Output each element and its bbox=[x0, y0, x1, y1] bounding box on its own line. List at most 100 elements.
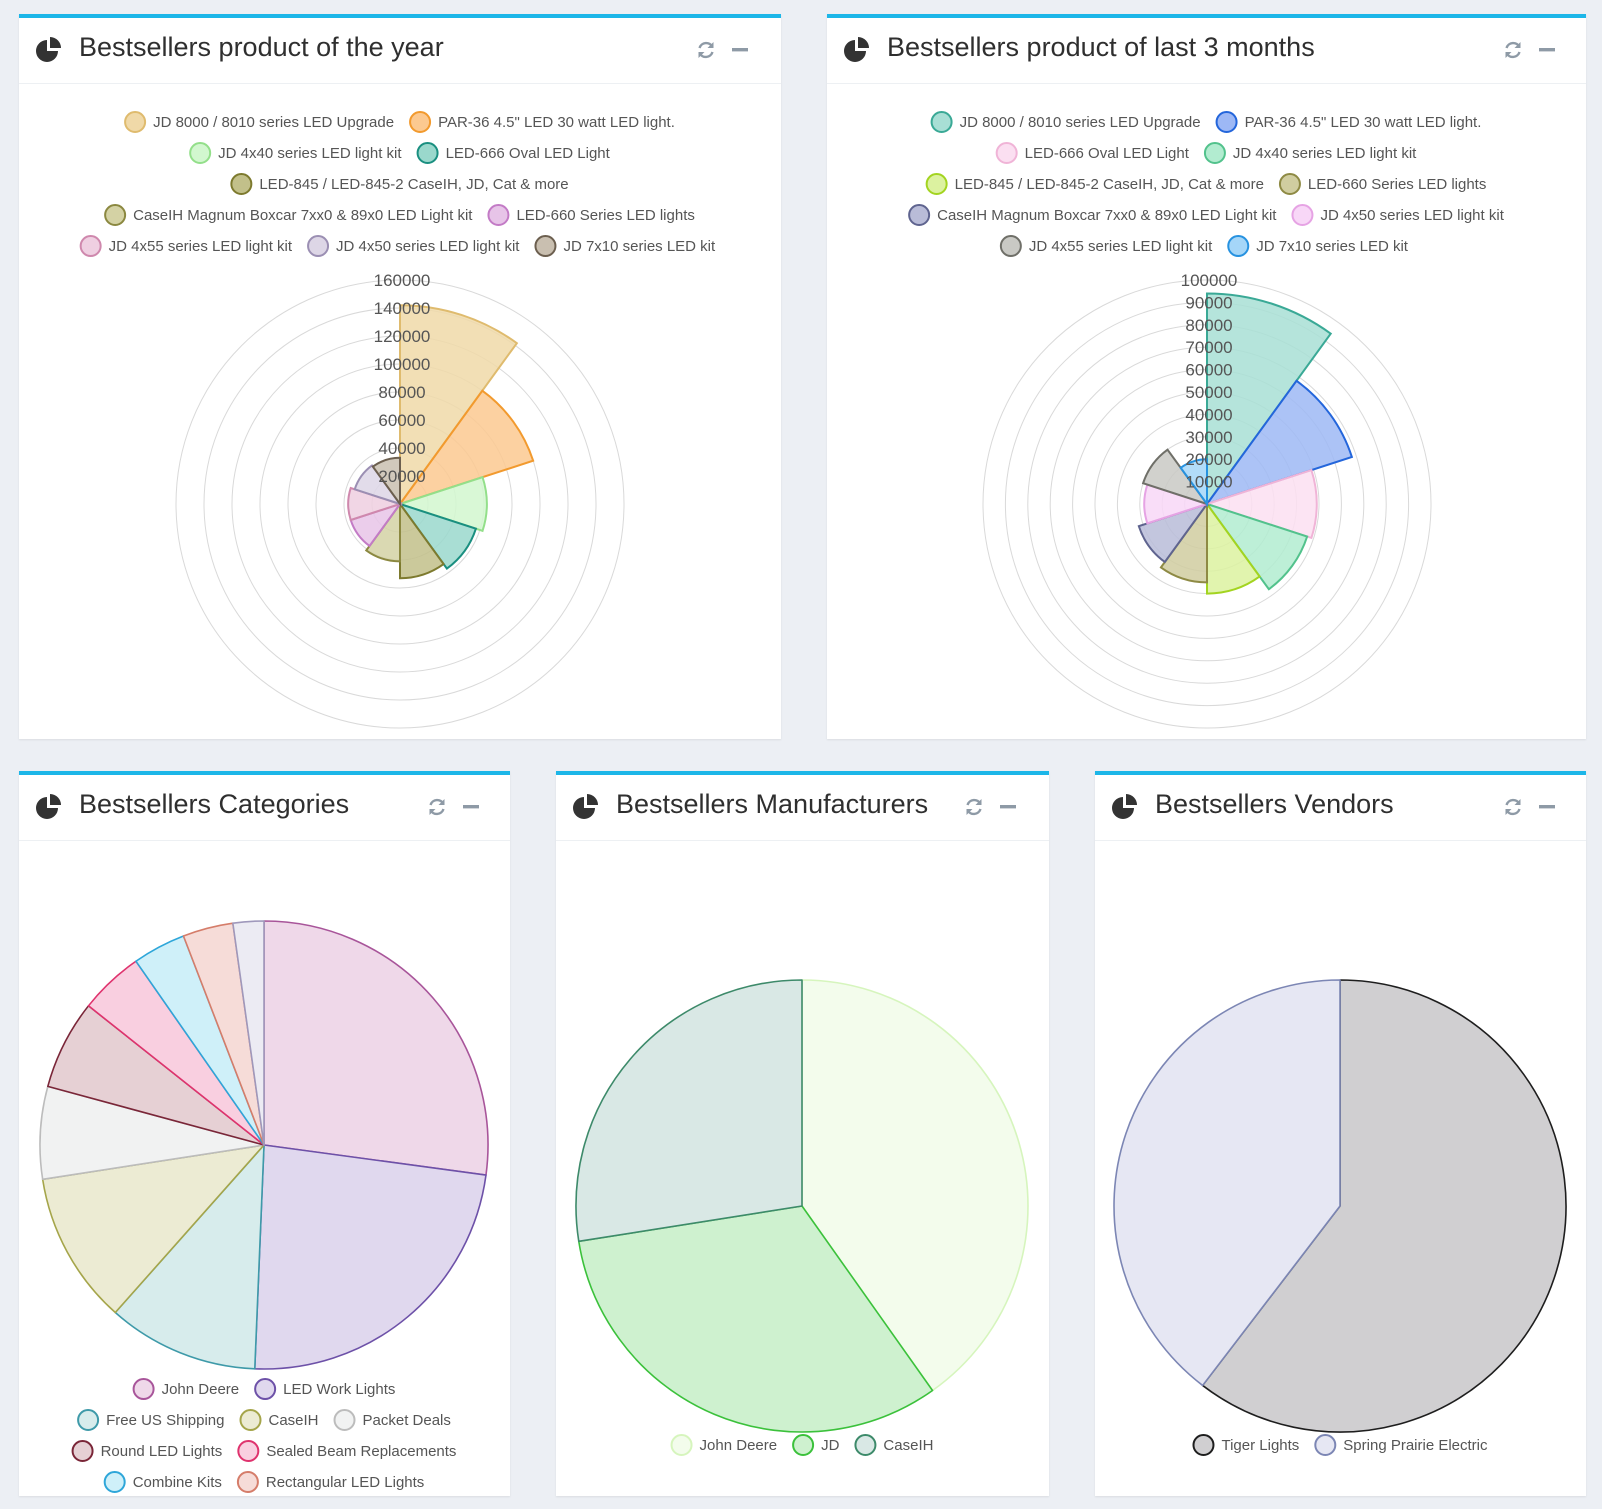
segments bbox=[1137, 292, 1354, 595]
refresh-icon[interactable] bbox=[695, 39, 717, 61]
segment-jd-8000-8010-series-led-upgrade[interactable] bbox=[1206, 292, 1333, 508]
legend-item-jd-4x50-series-led-light-kit[interactable]: JD 4x50 series LED light kit bbox=[307, 235, 520, 257]
legend-item-led-845-led-845-2-caseih-jd-cat-more[interactable]: LED-845 / LED-845-2 CaseIH, JD, Cat & mo… bbox=[925, 173, 1264, 195]
segment-jd-4x40-series-led-light-kit[interactable] bbox=[396, 475, 488, 533]
minus-icon[interactable] bbox=[460, 796, 482, 818]
slice-caseih[interactable] bbox=[575, 979, 803, 1243]
legend-label: Packet Deals bbox=[363, 1412, 451, 1429]
slice-tiger-lights[interactable] bbox=[1201, 979, 1567, 1433]
legend-label: JD 8000 / 8010 series LED Upgrade bbox=[960, 114, 1201, 131]
legend-item-jd-8000-8010-series-led-upgrade[interactable]: JD 8000 / 8010 series LED Upgrade bbox=[930, 111, 1201, 133]
legend-label: Tiger Lights bbox=[1221, 1437, 1299, 1454]
panel-title: Bestsellers Categories bbox=[79, 789, 350, 819]
segment-caseih-magnum-boxcar-7xx0-89x0-led-light-kit[interactable] bbox=[364, 500, 401, 563]
legend-item-jd-4x50-series-led-light-kit[interactable]: JD 4x50 series LED light kit bbox=[1291, 204, 1505, 226]
legend-item-jd-4x55-series-led-light-kit[interactable]: JD 4x55 series LED light kit bbox=[999, 235, 1213, 257]
segment-par-36-4-5-led-30-watt-led-light[interactable] bbox=[397, 389, 535, 506]
tick-label: 20000 bbox=[1185, 450, 1232, 469]
refresh-icon[interactable] bbox=[1502, 39, 1524, 61]
legend-item-jd-7x10-series-led-kit[interactable]: JD 7x10 series LED kit bbox=[1227, 235, 1409, 257]
legend-item-caseih-magnum-boxcar-7xx0-89x0-led-light-kit[interactable]: CaseIH Magnum Boxcar 7xx0 & 89x0 LED Lig… bbox=[104, 204, 473, 226]
legend-item-caseih-magnum-boxcar-7xx0-89x0-led-light-kit[interactable]: CaseIH Magnum Boxcar 7xx0 & 89x0 LED Lig… bbox=[908, 204, 1277, 226]
minus-icon[interactable] bbox=[997, 796, 1019, 818]
legend-item-led-666-oval-led-light[interactable]: LED-666 Oval LED Light bbox=[995, 142, 1190, 164]
slice-caseih[interactable] bbox=[41, 1144, 265, 1314]
segment-jd-4x55-series-led-light-kit[interactable] bbox=[347, 486, 404, 522]
legend-swatch bbox=[79, 235, 102, 257]
minus-icon[interactable] bbox=[729, 39, 751, 61]
segment-led-666-oval-led-light[interactable] bbox=[1203, 468, 1318, 540]
legend-item-jd-7x10-series-led-kit[interactable]: JD 7x10 series LED kit bbox=[534, 235, 716, 257]
legend-item-jd-4x40-series-led-light-kit[interactable]: JD 4x40 series LED light kit bbox=[1203, 142, 1417, 164]
minus-icon[interactable] bbox=[1536, 39, 1558, 61]
legend-label: CaseIH Magnum Boxcar 7xx0 & 89x0 LED Lig… bbox=[133, 207, 473, 224]
pie-chart-icon bbox=[36, 37, 61, 62]
legend-label: JD 4x40 series LED light kit bbox=[1233, 145, 1417, 162]
legend-item-jd-8000-8010-series-led-upgrade[interactable]: JD 8000 / 8010 series LED Upgrade bbox=[124, 111, 394, 133]
legend-item-led-845-led-845-2-caseih-jd-cat-more[interactable]: LED-845 / LED-845-2 CaseIH, JD, Cat & mo… bbox=[230, 173, 569, 195]
segment-jd-7x10-series-led-kit[interactable] bbox=[1179, 458, 1208, 508]
panel-bestsellers-vendors: Bestsellers Vendors Tiger Lights Spring P… bbox=[1095, 771, 1586, 1496]
legend-item-packet-deals[interactable]: Packet Deals bbox=[333, 1409, 451, 1431]
slice-spring-prairie-electric[interactable] bbox=[1113, 979, 1341, 1387]
legend-item-combine-kits[interactable]: Combine Kits bbox=[103, 1471, 222, 1493]
legend-label: JD bbox=[821, 1437, 840, 1454]
legend-item-led-666-oval-led-light[interactable]: LED-666 Oval LED Light bbox=[416, 142, 611, 164]
refresh-icon[interactable] bbox=[963, 796, 985, 818]
legend-item-spring-prairie-electric[interactable]: Spring Prairie Electric bbox=[1314, 1434, 1488, 1456]
legend-item-rectangular-led-lights[interactable]: Rectangular LED Lights bbox=[236, 1471, 424, 1493]
legend-item-par-36-4-5-led-30-watt-led-light[interactable]: PAR-36 4.5" LED 30 watt LED light. bbox=[409, 111, 675, 133]
legend-item-caseih[interactable]: CaseIH bbox=[239, 1409, 319, 1431]
slice-free-us-shipping[interactable] bbox=[114, 1144, 265, 1370]
legend-item-sealed-beam-replacements[interactable]: Sealed Beam Replacements bbox=[237, 1440, 456, 1462]
segment-caseih-magnum-boxcar-7xx0-89x0-led-light-kit[interactable] bbox=[1137, 502, 1210, 564]
legend-swatch bbox=[854, 1434, 877, 1456]
slices bbox=[575, 979, 1029, 1433]
slice-john-deere[interactable] bbox=[801, 979, 1029, 1392]
legend-label: Rectangular LED Lights bbox=[266, 1474, 424, 1491]
legend-swatch bbox=[670, 1434, 693, 1456]
slice-led-work-lights[interactable] bbox=[253, 1144, 487, 1370]
legend-item-led-660-series-led-lights[interactable]: LED-660 Series LED lights bbox=[487, 204, 695, 226]
segment-jd-8000-8010-series-led-upgrade[interactable] bbox=[399, 304, 519, 508]
legend-item-round-led-lights[interactable]: Round LED Lights bbox=[71, 1440, 223, 1462]
legend-item-led-work-lights[interactable]: LED Work Lights bbox=[254, 1378, 395, 1400]
legend-swatch bbox=[930, 111, 953, 133]
refresh-icon[interactable] bbox=[1502, 796, 1524, 818]
legend-swatch bbox=[1227, 235, 1250, 257]
legend-item-jd-4x40-series-led-light-kit[interactable]: JD 4x40 series LED light kit bbox=[189, 142, 402, 164]
minus-icon[interactable] bbox=[1536, 796, 1558, 818]
segment-led-666-oval-led-light[interactable] bbox=[397, 502, 478, 570]
refresh-icon[interactable] bbox=[426, 796, 448, 818]
segment-par-36-4-5-led-30-watt-led-light[interactable] bbox=[1204, 379, 1354, 506]
tick-label: 50000 bbox=[1185, 383, 1232, 402]
segment-led-660-series-led-lights[interactable] bbox=[1159, 500, 1208, 584]
slice-john-deere[interactable] bbox=[263, 920, 489, 1176]
segment-jd-4x55-series-led-light-kit[interactable] bbox=[1141, 448, 1210, 506]
legend-item-john-deere[interactable]: John Deere bbox=[670, 1434, 778, 1456]
slices bbox=[1113, 979, 1567, 1433]
legend-item-jd-4x55-series-led-light-kit[interactable]: JD 4x55 series LED light kit bbox=[79, 235, 293, 257]
segment-jd-4x40-series-led-light-kit[interactable] bbox=[1204, 502, 1309, 591]
legend-label: PAR-36 4.5" LED 30 watt LED light. bbox=[1245, 114, 1482, 131]
panel-header: Bestsellers Manufacturers bbox=[556, 775, 1049, 841]
panel-title: Bestsellers Vendors bbox=[1155, 789, 1394, 819]
segment-led-845-led-845-2-caseih-jd-cat-more[interactable] bbox=[399, 500, 446, 580]
legend-item-tiger-lights[interactable]: Tiger Lights bbox=[1192, 1434, 1299, 1456]
legend-item-jd[interactable]: JD bbox=[792, 1434, 840, 1456]
legend-item-free-us-shipping[interactable]: Free US Shipping bbox=[77, 1409, 225, 1431]
slice-jd[interactable] bbox=[577, 1205, 934, 1433]
chart-area: JD 8000 / 8010 series LED Upgrade PAR-36 … bbox=[19, 84, 781, 739]
segment-jd-4x50-series-led-light-kit[interactable] bbox=[353, 464, 403, 506]
segment-jd-7x10-series-led-kit[interactable] bbox=[371, 456, 401, 508]
slice-square-led-lights[interactable] bbox=[232, 920, 265, 1146]
legend-item-john-deere[interactable]: John Deere bbox=[132, 1378, 240, 1400]
chart-area: John Deere JD CaseIH bbox=[556, 841, 1049, 1496]
tick-label: 70000 bbox=[1185, 338, 1232, 357]
legend-label: JD 4x55 series LED light kit bbox=[109, 238, 293, 255]
legend-item-led-660-series-led-lights[interactable]: LED-660 Series LED lights bbox=[1278, 173, 1486, 195]
legend-item-caseih[interactable]: CaseIH bbox=[854, 1434, 933, 1456]
legend-item-par-36-4-5-led-30-watt-led-light[interactable]: PAR-36 4.5" LED 30 watt LED light. bbox=[1215, 111, 1482, 133]
tick-label: 60000 bbox=[1185, 361, 1232, 380]
segment-led-845-led-845-2-caseih-jd-cat-more[interactable] bbox=[1206, 500, 1262, 595]
